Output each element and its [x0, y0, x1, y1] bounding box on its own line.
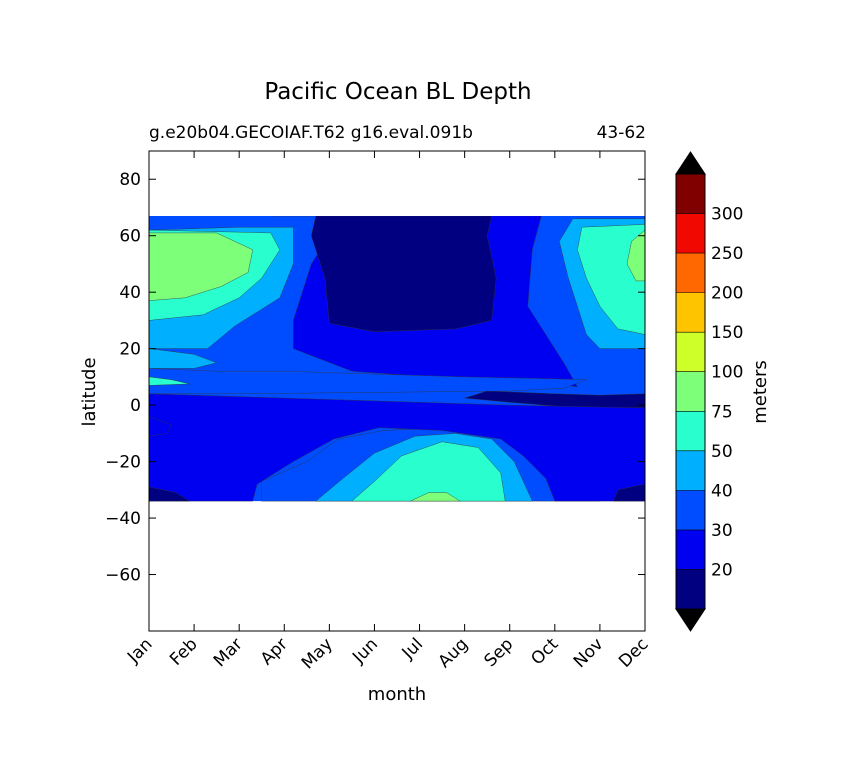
- colorbar-tick-label: 300: [711, 205, 743, 225]
- x-tick-label: Sep: [480, 634, 517, 671]
- colorbar-label: meters: [750, 360, 771, 424]
- contour-region-9: [464, 390, 645, 409]
- plot-frame: [148, 150, 646, 632]
- colorbar-tick-label: 20: [711, 560, 733, 580]
- x-tick-label: Nov: [570, 634, 608, 672]
- colorbar-extend-low: [675, 608, 706, 632]
- x-tick-label: May: [298, 634, 337, 673]
- y-axis-label: latitude: [79, 357, 100, 426]
- colorbar-swatch: [676, 213, 705, 254]
- x-tick-label: Oct: [527, 634, 562, 669]
- x-tick-label: Jan: [123, 634, 156, 667]
- contour-region-6: [577, 224, 645, 335]
- colorbar-tick-label: 40: [711, 481, 733, 501]
- contour-field: [149, 216, 645, 502]
- y-tick-label: 40: [119, 283, 141, 303]
- x-tick-label: Dec: [615, 634, 652, 671]
- contour-region-7: [149, 232, 253, 301]
- colorbar-swatch: [676, 371, 705, 412]
- y-tick-label: −40: [105, 509, 141, 529]
- x-tick-label: Feb: [166, 634, 201, 669]
- colorbar-swatch: [676, 490, 705, 530]
- contour-region-2: [311, 216, 497, 332]
- colorbar-tick-label: 50: [711, 442, 733, 462]
- colorbar-tick-label: 200: [711, 284, 743, 304]
- colorbar-swatch: [676, 332, 705, 372]
- colorbar-tick-label: 250: [711, 244, 743, 264]
- y-tick-label: −60: [105, 566, 141, 586]
- colorbar-swatch: [676, 174, 705, 214]
- contour-region-14: [149, 368, 587, 394]
- contour-region-16: [149, 376, 190, 386]
- x-tick-label: Aug: [435, 634, 473, 672]
- colorbar: 20 30 40 50 75 100 150 200 250 300: [675, 151, 743, 632]
- x-tick-label: Jun: [348, 634, 382, 668]
- colorbar-tick-label: 100: [711, 363, 743, 383]
- chart-subtitle-left: g.e20b04.GECOIAF.T62 g16.eval.091b: [149, 123, 473, 143]
- colorbar-swatch: [676, 253, 705, 293]
- colorbar-tick-label: 75: [711, 402, 733, 422]
- contour-region-12: [351, 441, 506, 502]
- colorbar-frame: [675, 173, 706, 610]
- y-tick-label: 80: [119, 170, 141, 190]
- x-tick-label: Mar: [210, 634, 247, 671]
- colorbar-swatch: [676, 411, 705, 451]
- contour-region-19: [613, 483, 645, 502]
- colorbar-swatch: [676, 450, 705, 491]
- x-tick-label: Jul: [398, 634, 427, 663]
- contour-region-8: [626, 229, 645, 282]
- y-tick-label: 0: [130, 396, 141, 416]
- x-tick-label: Apr: [257, 634, 292, 669]
- y-tick-label: 20: [119, 340, 141, 360]
- colorbar-swatch: [676, 292, 705, 333]
- contour-region-17: [149, 393, 645, 502]
- contour-region-18: [149, 486, 191, 502]
- colorbar-swatch: [676, 569, 705, 609]
- y-tick-label: 60: [119, 227, 141, 247]
- chart-title: Pacific Ocean BL Depth: [264, 79, 531, 105]
- colorbar-tick-label: 30: [711, 521, 733, 541]
- contour-region-15: [149, 348, 218, 369]
- colorbar-tick-label: 150: [711, 323, 743, 343]
- colorbar-swatch: [676, 529, 705, 570]
- x-axis-label: month: [368, 684, 426, 705]
- y-tick-label: −20: [105, 453, 141, 473]
- chart-subtitle-right: 43-62: [597, 123, 646, 143]
- contour-region-13: [410, 492, 461, 502]
- colorbar-extend-high: [675, 151, 706, 175]
- y-axis: 80 60 40 20 0 −20 −40 −60: [105, 170, 645, 586]
